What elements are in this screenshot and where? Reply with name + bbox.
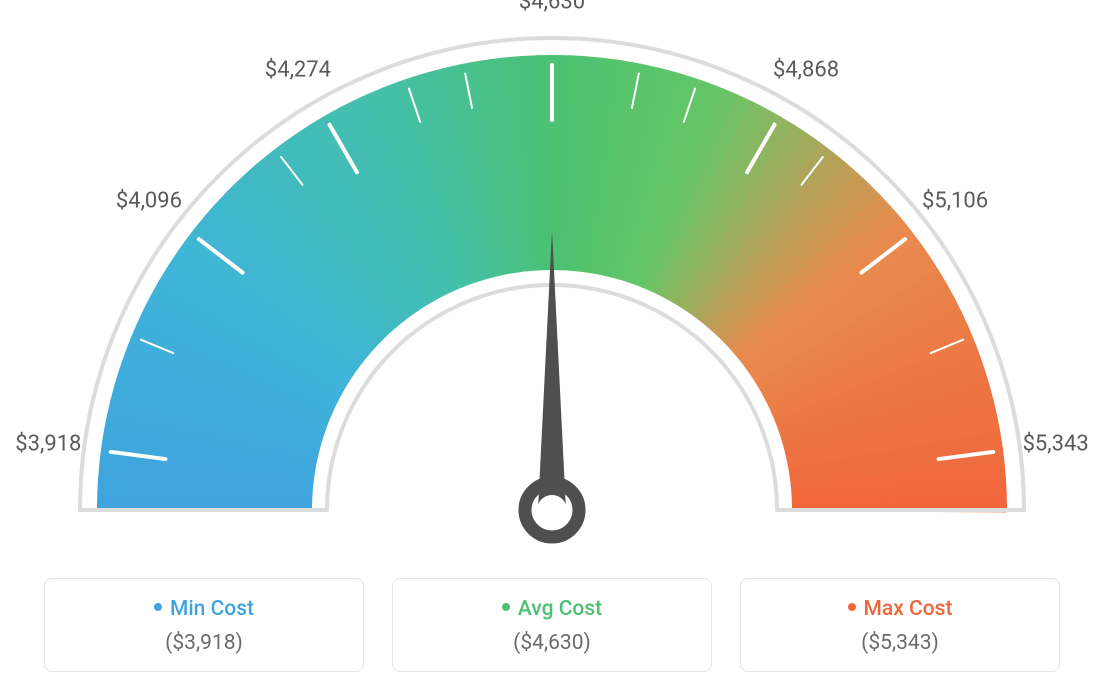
legend-title-max: Max Cost — [761, 597, 1039, 621]
dot-icon — [848, 603, 856, 611]
legend-title-min: Min Cost — [65, 597, 343, 621]
legend-title-text: Min Cost — [170, 597, 254, 621]
legend-title-text: Max Cost — [864, 597, 953, 621]
gauge-tick-label: $4,096 — [116, 188, 182, 213]
legend-title-text: Avg Cost — [518, 597, 602, 621]
legend-row: Min Cost ($3,918) Avg Cost ($4,630) Max … — [0, 578, 1104, 672]
legend-title-avg: Avg Cost — [413, 597, 691, 621]
gauge-svg — [0, 0, 1104, 560]
gauge-tick-label: $5,343 — [1023, 431, 1089, 456]
legend-card-min: Min Cost ($3,918) — [44, 578, 364, 672]
gauge-tick-label: $5,106 — [922, 188, 988, 213]
gauge-tick-label: $3,918 — [15, 431, 81, 456]
legend-card-max: Max Cost ($5,343) — [740, 578, 1060, 672]
legend-value-min: ($3,918) — [65, 631, 343, 655]
dot-icon — [154, 603, 162, 611]
gauge-tick-label: $4,868 — [773, 58, 839, 83]
cost-gauge: $3,918 $4,096 $4,274 $4,630 $4,868 $5,106 $5,3… — [0, 0, 1104, 560]
gauge-tick-label: $4,630 — [519, 0, 585, 15]
legend-value-avg: ($4,630) — [413, 631, 691, 655]
gauge-tick-label: $4,274 — [265, 58, 331, 83]
legend-card-avg: Avg Cost ($4,630) — [392, 578, 712, 672]
dot-icon — [502, 603, 510, 611]
legend-value-max: ($5,343) — [761, 631, 1039, 655]
